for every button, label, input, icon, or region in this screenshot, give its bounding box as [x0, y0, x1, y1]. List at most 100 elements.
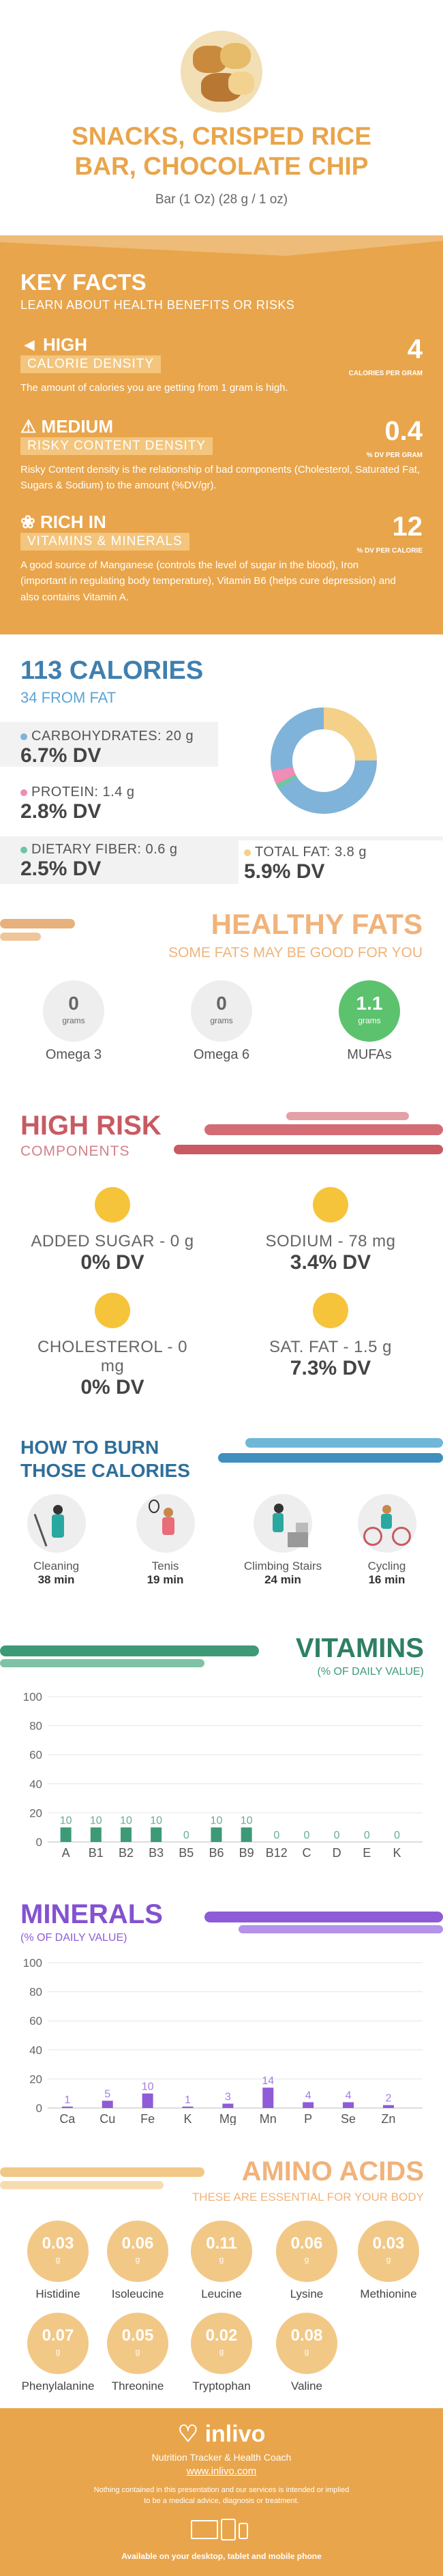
key-facts-section: KEY FACTS LEARN ABOUT HEALTH BENEFITS OR…	[0, 235, 443, 634]
fact-label: VITAMINS & MINERALS	[20, 533, 189, 551]
mineral-y-tick-label: 80	[29, 1986, 42, 1999]
mineral-x-tick-label: Mg	[219, 2112, 236, 2125]
risk-label: ADDED SUGAR - 0 g	[31, 1232, 194, 1250]
activity-cycling: Cycling 16 min	[344, 1494, 429, 1587]
mineral-bar	[343, 2102, 354, 2108]
carbs-item: CARBOHYDRATES: 20 g 6.7% DV	[20, 729, 194, 767]
fat-dv: 5.9% DV	[244, 860, 325, 883]
fact-description: The amount of calories you are getting f…	[20, 382, 288, 394]
key-facts-title: KEY FACTS	[20, 269, 147, 295]
activity-stairs: Climbing Stairs 24 min	[228, 1494, 337, 1587]
fact-value: 0.4	[384, 416, 423, 446]
vitamin-data-label: 0	[183, 1830, 189, 1841]
footer-disclaimer: Nothing contained in this presentation a…	[0, 2485, 443, 2506]
leaf-icon: ❀	[20, 512, 35, 532]
grin-face-icon	[95, 1293, 130, 1328]
calories-section: 113 CALORIES 34 FROM FAT CARBOHYDRATES: …	[0, 641, 443, 901]
amino-unit: g	[55, 2347, 61, 2356]
fat-dot	[244, 849, 251, 856]
vitamin-y-tick-label: 20	[29, 1806, 42, 1819]
fat-label: TOTAL FAT: 3.8 g	[255, 845, 367, 860]
mineral-bar	[262, 2088, 274, 2108]
healthy-fats-title: HEALTHY FATS	[211, 908, 423, 940]
burn-title-line-1: HOW TO BURN	[20, 1437, 159, 1458]
amino-value: 0.03	[42, 2234, 74, 2253]
mineral-x-tick-label: P	[304, 2112, 312, 2125]
brand-name: inlivo	[204, 2421, 266, 2447]
vitamin-y-tick-label: 0	[36, 1836, 42, 1849]
fact-label: RISKY CONTENT DENSITY	[20, 437, 213, 455]
title-line-1: SNACKS, CRISPED RICE	[72, 122, 371, 150]
high-risk-section: HIGH RISK COMPONENTS ADDED SUGAR - 0 g 0…	[0, 1098, 443, 1399]
protein-label: PROTEIN: 1.4 g	[31, 785, 135, 800]
vitamin-data-label: 10	[211, 1815, 223, 1827]
risk-dv: 0% DV	[80, 1376, 144, 1399]
fact-description: A good source of Manganese (controls the…	[20, 559, 396, 603]
amino-name: Tryptophan	[192, 2380, 251, 2392]
amino-name: Isoleucine	[111, 2287, 164, 2300]
fact-unit: CALORIES PER GRAM	[348, 370, 423, 377]
cleaning-icon	[27, 1494, 86, 1553]
activity-time: 38 min	[37, 1573, 75, 1586]
amino-value: 0.11	[206, 2234, 237, 2253]
vitamin-y-tick-label: 60	[29, 1748, 42, 1761]
mineral-data-label: 14	[262, 2075, 274, 2087]
vitamin-y-tick-label: 40	[29, 1778, 42, 1791]
amino-item: 0.05 g Threonine	[87, 2313, 189, 2393]
amino-item: 0.07 g Phenylalanine	[7, 2313, 109, 2393]
risk-label: SAT. FAT - 1.5 g	[269, 1338, 393, 1356]
mineral-data-label: 2	[385, 2093, 391, 2105]
mineral-bar	[182, 2106, 194, 2108]
high-risk-subtitle: COMPONENTS	[20, 1143, 130, 1159]
mineral-bar	[222, 2103, 234, 2108]
carbs-dv: 6.7% DV	[20, 744, 102, 767]
amino-name: Leucine	[201, 2287, 242, 2300]
activity-tennis: Tenis 19 min	[123, 1494, 208, 1587]
carbs-label: CARBOHYDRATES: 20 g	[31, 729, 194, 744]
minerals-section: MINERALS (% OF DAILY VALUE) 0 20 40 60 80 100…	[0, 1890, 443, 2149]
footer-url[interactable]: www.inlivo.com	[186, 2465, 257, 2477]
key-facts-top-edge	[0, 235, 443, 256]
vitamin-bar	[90, 1827, 102, 1842]
vitamin-x-tick-label: A	[62, 1846, 70, 1859]
disclaimer-line-2: to be a medical advice, diagnosis or tre…	[144, 2497, 299, 2505]
warning-icon: ⚠	[20, 416, 37, 437]
amino-item: 0.06 g Lysine	[256, 2221, 358, 2301]
vitamin-x-tick-label: C	[302, 1846, 311, 1859]
mineral-data-label: 4	[346, 2090, 352, 2101]
activity-name: Tenis	[151, 1560, 179, 1572]
burn-title: HOW TO BURN THOSE CALORIES	[20, 1436, 190, 1482]
amino-value: 0.06	[290, 2234, 323, 2253]
fire-icon: ◄	[20, 334, 38, 355]
amino-item: 0.06 g Isoleucine	[87, 2221, 189, 2301]
mineral-y-tick-label: 60	[29, 2015, 42, 2028]
minerals-title: MINERALS	[20, 1899, 163, 1929]
snack-photo	[181, 31, 262, 113]
fact-level: RICH IN	[40, 512, 106, 532]
mineral-bar	[382, 2105, 394, 2108]
calories-donut-chart	[271, 707, 377, 814]
key-facts-subtitle: LEARN ABOUT HEALTH BENEFITS OR RISKS	[20, 298, 295, 312]
vitamins-subtitle: (% OF DAILY VALUE)	[317, 1666, 424, 1678]
risk-label: CHOLESTEROL - 0 mg	[37, 1338, 187, 1375]
omega6-value: 0	[216, 993, 227, 1014]
grin-face-icon	[95, 1187, 130, 1223]
carbs-row	[0, 722, 218, 767]
mufas-unit: grams	[358, 1016, 381, 1025]
decor-bar	[0, 933, 41, 941]
decor-bar	[0, 1645, 259, 1656]
amino-item: 0.11 g Leucine	[170, 2221, 273, 2301]
tennis-icon	[136, 1494, 195, 1553]
decor-bar	[0, 2181, 164, 2189]
vitamin-x-tick-label: B12	[266, 1846, 288, 1859]
amino-unit: g	[135, 2347, 140, 2356]
mineral-x-tick-label: Zn	[381, 2112, 395, 2125]
fact-calorie-density: ◄ HIGH CALORIE DENSITY 4 CALORIES PER GR…	[20, 334, 423, 416]
decor-bar	[174, 1145, 443, 1154]
amino-value: 0.08	[290, 2326, 323, 2345]
mineral-x-tick-label: Fe	[140, 2112, 155, 2125]
calories-subtitle: 34 FROM FAT	[20, 689, 117, 706]
amino-section: AMINO ACIDS THESE ARE ESSENTIAL FOR YOUR…	[0, 2152, 443, 2408]
minerals-subtitle: (% OF DAILY VALUE)	[20, 1932, 127, 1944]
risk-cholesterol: CHOLESTEROL - 0 mg 0% DV	[27, 1293, 198, 1399]
